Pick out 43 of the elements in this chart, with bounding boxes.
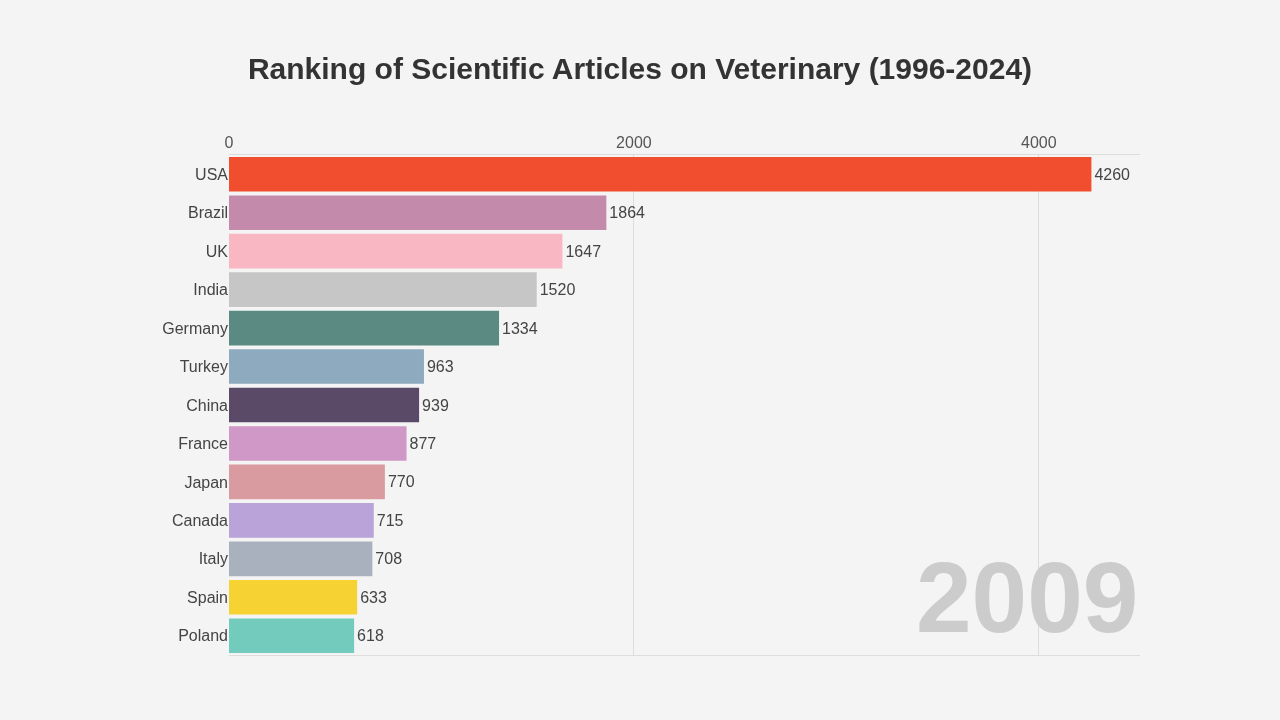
bar xyxy=(229,233,563,269)
y-tick-label: Italy xyxy=(198,550,228,568)
y-tick-label: Turkey xyxy=(179,358,228,376)
bar xyxy=(229,195,607,230)
data-label: 4260 xyxy=(1094,165,1131,183)
bar xyxy=(229,426,407,461)
y-tick-label: UK xyxy=(205,242,229,260)
data-label: 963 xyxy=(426,358,454,376)
y-tick-label: China xyxy=(186,396,229,414)
data-label: 708 xyxy=(375,550,403,568)
data-label: 1864 xyxy=(609,204,646,222)
y-tick-label: USA xyxy=(195,165,229,183)
bar xyxy=(229,541,373,577)
x-tick-label: 4000 xyxy=(1020,133,1057,151)
y-tick-label: Germany xyxy=(162,319,228,337)
data-label: 633 xyxy=(360,588,387,606)
data-label: 1520 xyxy=(539,281,576,299)
y-tick-label: India xyxy=(193,281,229,299)
bar xyxy=(229,156,1092,192)
bar xyxy=(229,580,358,615)
bar xyxy=(229,387,420,423)
y-tick-label: France xyxy=(178,435,229,453)
bar xyxy=(229,272,537,307)
data-label: 1334 xyxy=(502,319,538,337)
y-tick-label: Japan xyxy=(184,473,228,491)
data-label: 770 xyxy=(387,473,415,491)
data-label: 939 xyxy=(422,396,449,414)
x-tick-label: 2000 xyxy=(616,133,652,151)
data-label: 877 xyxy=(409,434,437,452)
bar xyxy=(229,464,385,500)
data-label: 618 xyxy=(357,627,384,645)
bar xyxy=(229,349,424,384)
y-tick-label: Poland xyxy=(178,627,228,645)
data-label: 1647 xyxy=(565,242,602,260)
bar xyxy=(229,618,355,654)
y-tick-label: Spain xyxy=(187,588,228,606)
chart-title: Ranking of Scientific Articles on Veterinary (1996-2024) xyxy=(247,51,1033,85)
data-label: 715 xyxy=(376,511,404,529)
x-tick-label: 0 xyxy=(224,133,234,151)
bar xyxy=(229,503,374,538)
y-tick-label: Canada xyxy=(171,511,229,529)
y-tick-label: Brazil xyxy=(187,204,228,222)
bar xyxy=(229,310,500,346)
